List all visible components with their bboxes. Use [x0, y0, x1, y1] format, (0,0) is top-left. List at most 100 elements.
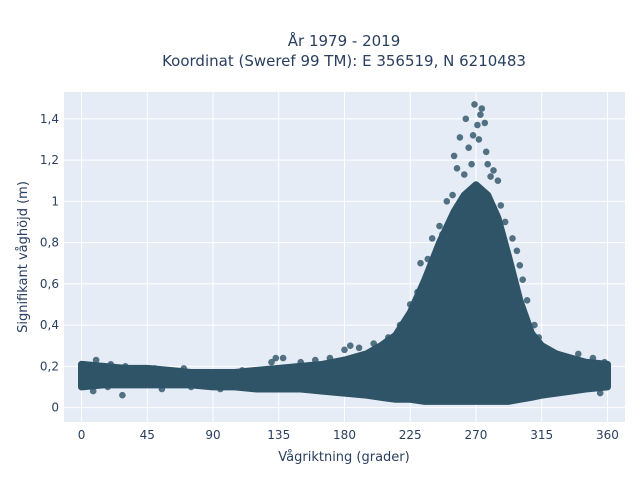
data-point — [246, 383, 253, 391]
data-point — [122, 363, 129, 370]
data-point — [224, 371, 231, 378]
data-point — [341, 346, 348, 354]
data-point — [411, 383, 418, 391]
x-tick-label: 270 — [465, 428, 488, 442]
data-point — [490, 167, 497, 174]
data-point — [417, 259, 424, 267]
data-point — [436, 222, 443, 230]
data-point — [513, 247, 521, 255]
point-cloud — [78, 181, 611, 405]
data-point — [462, 115, 470, 123]
x-tick-label: 135 — [267, 428, 290, 442]
data-point — [538, 342, 545, 350]
data-point — [81, 361, 88, 368]
x-tick-label: 90 — [205, 428, 220, 442]
data-point — [347, 342, 354, 350]
data-point — [129, 377, 136, 385]
data-point — [279, 354, 287, 362]
data-point — [567, 354, 575, 362]
y-tick-label: 0,2 — [40, 359, 59, 373]
x-tick-labels: 0 45 90 135 180 225 270 315 360 — [78, 428, 619, 442]
data-point — [481, 119, 489, 127]
chart-title-line1: År 1979 - 2019 — [288, 31, 401, 50]
data-point — [509, 235, 516, 242]
data-point — [453, 165, 461, 172]
data-point — [290, 367, 297, 374]
data-point — [475, 136, 483, 143]
data-point — [491, 394, 499, 401]
y-tick-label: 1 — [51, 194, 59, 208]
data-point — [87, 365, 94, 372]
data-point — [449, 191, 456, 199]
data-point — [456, 134, 464, 141]
data-point — [431, 394, 439, 401]
chart-title-line2: Koordinat (Sweref 99 TM): E 356519, N 62… — [162, 52, 526, 70]
y-tick-label: 0,8 — [40, 236, 59, 250]
data-point — [480, 193, 487, 201]
data-point — [484, 160, 492, 168]
y-axis-title: Signifikant våghöjd (m) — [16, 181, 31, 333]
data-point — [406, 301, 414, 308]
x-tick-label: 45 — [140, 428, 155, 442]
data-point — [202, 377, 209, 385]
data-point — [582, 385, 589, 393]
data-point — [494, 177, 502, 184]
data-point — [443, 198, 451, 205]
data-point — [531, 321, 538, 329]
data-point — [560, 383, 567, 391]
data-point — [217, 385, 224, 393]
data-point — [516, 262, 524, 269]
x-tick-label: 180 — [333, 428, 356, 442]
data-point — [439, 231, 446, 238]
data-point — [535, 334, 543, 341]
data-point — [465, 144, 473, 151]
data-point — [553, 350, 560, 358]
data-point — [390, 379, 398, 387]
x-tick-label: 225 — [399, 428, 422, 442]
data-point — [575, 350, 582, 358]
data-point — [100, 367, 107, 374]
data-point — [471, 101, 478, 108]
data-point — [151, 365, 158, 372]
data-point — [92, 356, 100, 364]
dense-point-cloud — [78, 181, 611, 405]
data-point — [312, 356, 319, 364]
data-point — [326, 354, 334, 362]
data-point — [195, 371, 202, 378]
data-point — [144, 379, 151, 387]
data-point — [253, 373, 261, 380]
y-tick-label: 0,6 — [40, 277, 59, 291]
data-point — [333, 379, 341, 387]
data-point — [114, 371, 122, 378]
data-point — [385, 334, 392, 341]
y-tick-label: 1,4 — [40, 112, 59, 126]
data-point — [104, 383, 112, 391]
data-point — [446, 394, 454, 401]
data-point — [424, 255, 432, 263]
y-tick-labels: 0 0,2 0,4 0,6 0,8 1 1,2 1,4 — [40, 112, 59, 415]
data-point — [402, 394, 410, 401]
data-point — [478, 105, 486, 112]
data-point — [297, 358, 305, 366]
x-tick-label: 315 — [530, 428, 553, 442]
data-point — [596, 389, 604, 397]
data-point — [468, 160, 475, 168]
data-point — [304, 379, 312, 387]
y-tick-label: 0 — [51, 401, 59, 415]
data-point — [519, 276, 526, 284]
data-point — [497, 202, 505, 209]
data-point — [528, 391, 535, 399]
x-tick-label: 360 — [596, 428, 619, 442]
y-tick-label: 1,2 — [40, 153, 59, 167]
data-point — [450, 152, 458, 160]
data-point — [78, 371, 85, 378]
data-point — [272, 354, 280, 362]
data-point — [428, 235, 436, 242]
data-point — [414, 288, 421, 296]
data-point — [523, 297, 531, 304]
data-point — [474, 121, 481, 129]
data-point — [545, 346, 553, 354]
data-point — [504, 396, 512, 403]
data-point — [370, 340, 378, 347]
data-point — [461, 171, 468, 178]
